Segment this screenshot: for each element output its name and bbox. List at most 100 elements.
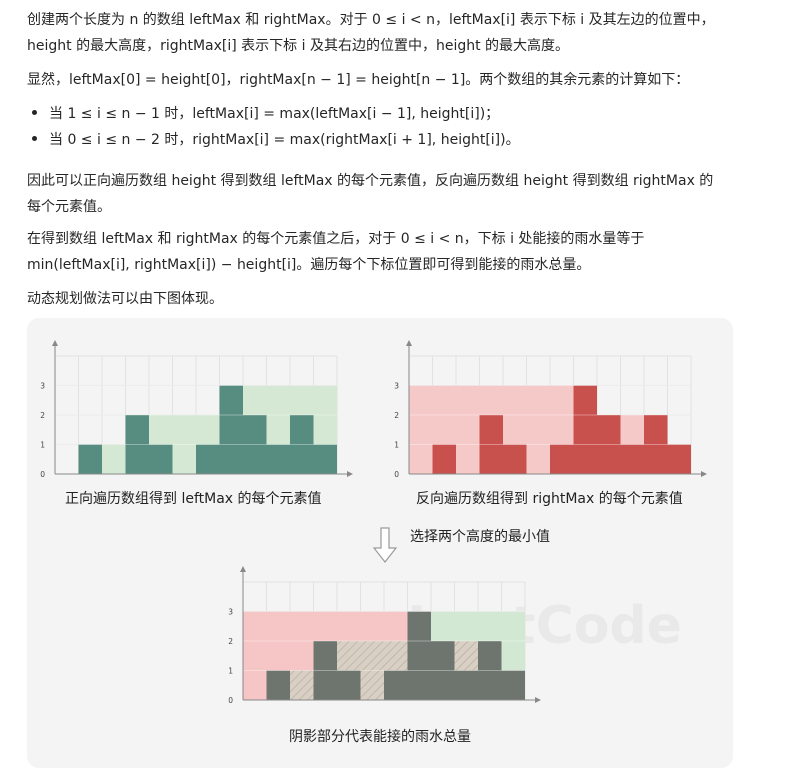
leftmax-chart: 0 1 2 3 (40, 340, 353, 479)
caption-water-total: 阴影部分代表能接的雨水总量 (289, 729, 471, 745)
bar-cell (620, 415, 644, 445)
x-axis-arrow-icon (535, 697, 541, 703)
y-tick-label: 1 (228, 667, 233, 676)
bar-cell (243, 444, 267, 474)
bar-cell (407, 611, 431, 641)
y-axis-arrow-icon (240, 566, 246, 572)
bar-cell (503, 415, 527, 445)
bar-cell (243, 415, 267, 445)
paragraph-5: 动态规划做法可以由下图体现。 (27, 291, 223, 307)
bar-cell (337, 611, 361, 641)
bar-cell (644, 415, 668, 445)
bar-cell (125, 415, 149, 445)
bar-cell (243, 670, 267, 700)
down-arrow-shape (372, 527, 398, 563)
bar-cell (360, 611, 384, 641)
bar-cell (407, 641, 431, 671)
bar-cell (337, 641, 361, 671)
bar-cell (337, 670, 361, 700)
bar-cell (409, 444, 433, 474)
bar-cell (667, 444, 691, 474)
bar-cell (360, 641, 384, 671)
y-tick-label: 0 (228, 696, 233, 705)
bar-cell (526, 415, 550, 445)
bar-cell (573, 444, 597, 474)
bar-cell (290, 641, 314, 671)
bar-cell (432, 444, 456, 474)
paragraph-3-line-2: 每个元素值。 (27, 199, 111, 215)
bar-cell (478, 670, 502, 700)
bar-cell (313, 611, 337, 641)
bar-cell (243, 611, 267, 641)
bar-cell (290, 415, 314, 445)
bar-cell (479, 444, 503, 474)
bar-cell (360, 670, 384, 700)
bar-cell (313, 641, 337, 671)
bar-cell (290, 670, 314, 700)
bar-cell (149, 444, 173, 474)
bar-cell (432, 385, 456, 415)
bar-cell (431, 611, 455, 641)
bar-cell (526, 444, 550, 474)
list-item: 当 0 ≤ i ≤ n − 2 时，rightMax[i] = max(righ… (32, 127, 520, 153)
bar-cell (196, 415, 220, 445)
bar-cell (78, 444, 102, 474)
bar-cell (313, 670, 337, 700)
caption-leftmax: 正向遍历数组得到 leftMax 的每个元素值 (65, 491, 322, 507)
bar-cell (290, 611, 314, 641)
bar-cell (501, 670, 525, 700)
bar-cell (479, 415, 503, 445)
bar-cell (384, 641, 408, 671)
bar-cell (597, 415, 621, 445)
bar-cell (409, 415, 433, 445)
bar-cell (125, 444, 149, 474)
y-tick-label: 0 (394, 470, 399, 479)
bar-cell (172, 415, 196, 445)
paragraph-4-line-2: min(leftMax[i], rightMax[i]) − height[i]… (27, 257, 591, 273)
bar-cell (290, 444, 314, 474)
y-tick-label: 0 (40, 470, 45, 479)
bullet-icon (32, 109, 37, 115)
bar-cell (172, 444, 196, 474)
bar-cell (432, 415, 456, 445)
bar-cell (290, 385, 314, 415)
bar-cell (503, 385, 527, 415)
list-item-text: 当 0 ≤ i ≤ n − 2 时，rightMax[i] = max(righ… (49, 132, 520, 148)
bar-cell (550, 444, 574, 474)
bar-cell (266, 641, 290, 671)
bar-cell (456, 385, 480, 415)
bar-cell (503, 444, 527, 474)
bar-cell (219, 385, 243, 415)
bar-cell (196, 444, 220, 474)
bar-cell (266, 670, 290, 700)
down-arrow-icon (372, 527, 398, 563)
caption-min-height: 选择两个高度的最小值 (410, 529, 550, 545)
bar-cell (409, 385, 433, 415)
bar-cell (501, 641, 525, 671)
bar-cell (407, 670, 431, 700)
bar-cell (550, 385, 574, 415)
bar-cell (243, 641, 267, 671)
bar-cell (102, 444, 126, 474)
water-chart: 0 1 2 3 (228, 566, 541, 705)
bar-cell (313, 444, 337, 474)
bar-cell (620, 444, 644, 474)
y-tick-label: 3 (394, 382, 399, 391)
bar-cell (479, 385, 503, 415)
paragraph-4-line-1: 在得到数组 leftMax 和 rightMax 的每个元素值之后，对于 0 ≤… (27, 231, 645, 247)
bar-cell (454, 670, 478, 700)
bar-cell (219, 415, 243, 445)
bar-cell (266, 611, 290, 641)
bar-cell (243, 385, 267, 415)
rightmax-chart: 0 1 2 3 (394, 340, 707, 479)
bar-cell (454, 641, 478, 671)
bar-cell (478, 641, 502, 671)
paragraph-3-line-1: 因此可以正向遍历数组 height 得到数组 leftMax 的每个元素值，反向… (27, 173, 714, 189)
y-tick-label: 3 (40, 382, 45, 391)
y-tick-label: 3 (228, 608, 233, 617)
bar-cell (384, 611, 408, 641)
bar-cell (573, 385, 597, 415)
bar-cell (454, 611, 478, 641)
x-axis-arrow-icon (701, 471, 707, 477)
